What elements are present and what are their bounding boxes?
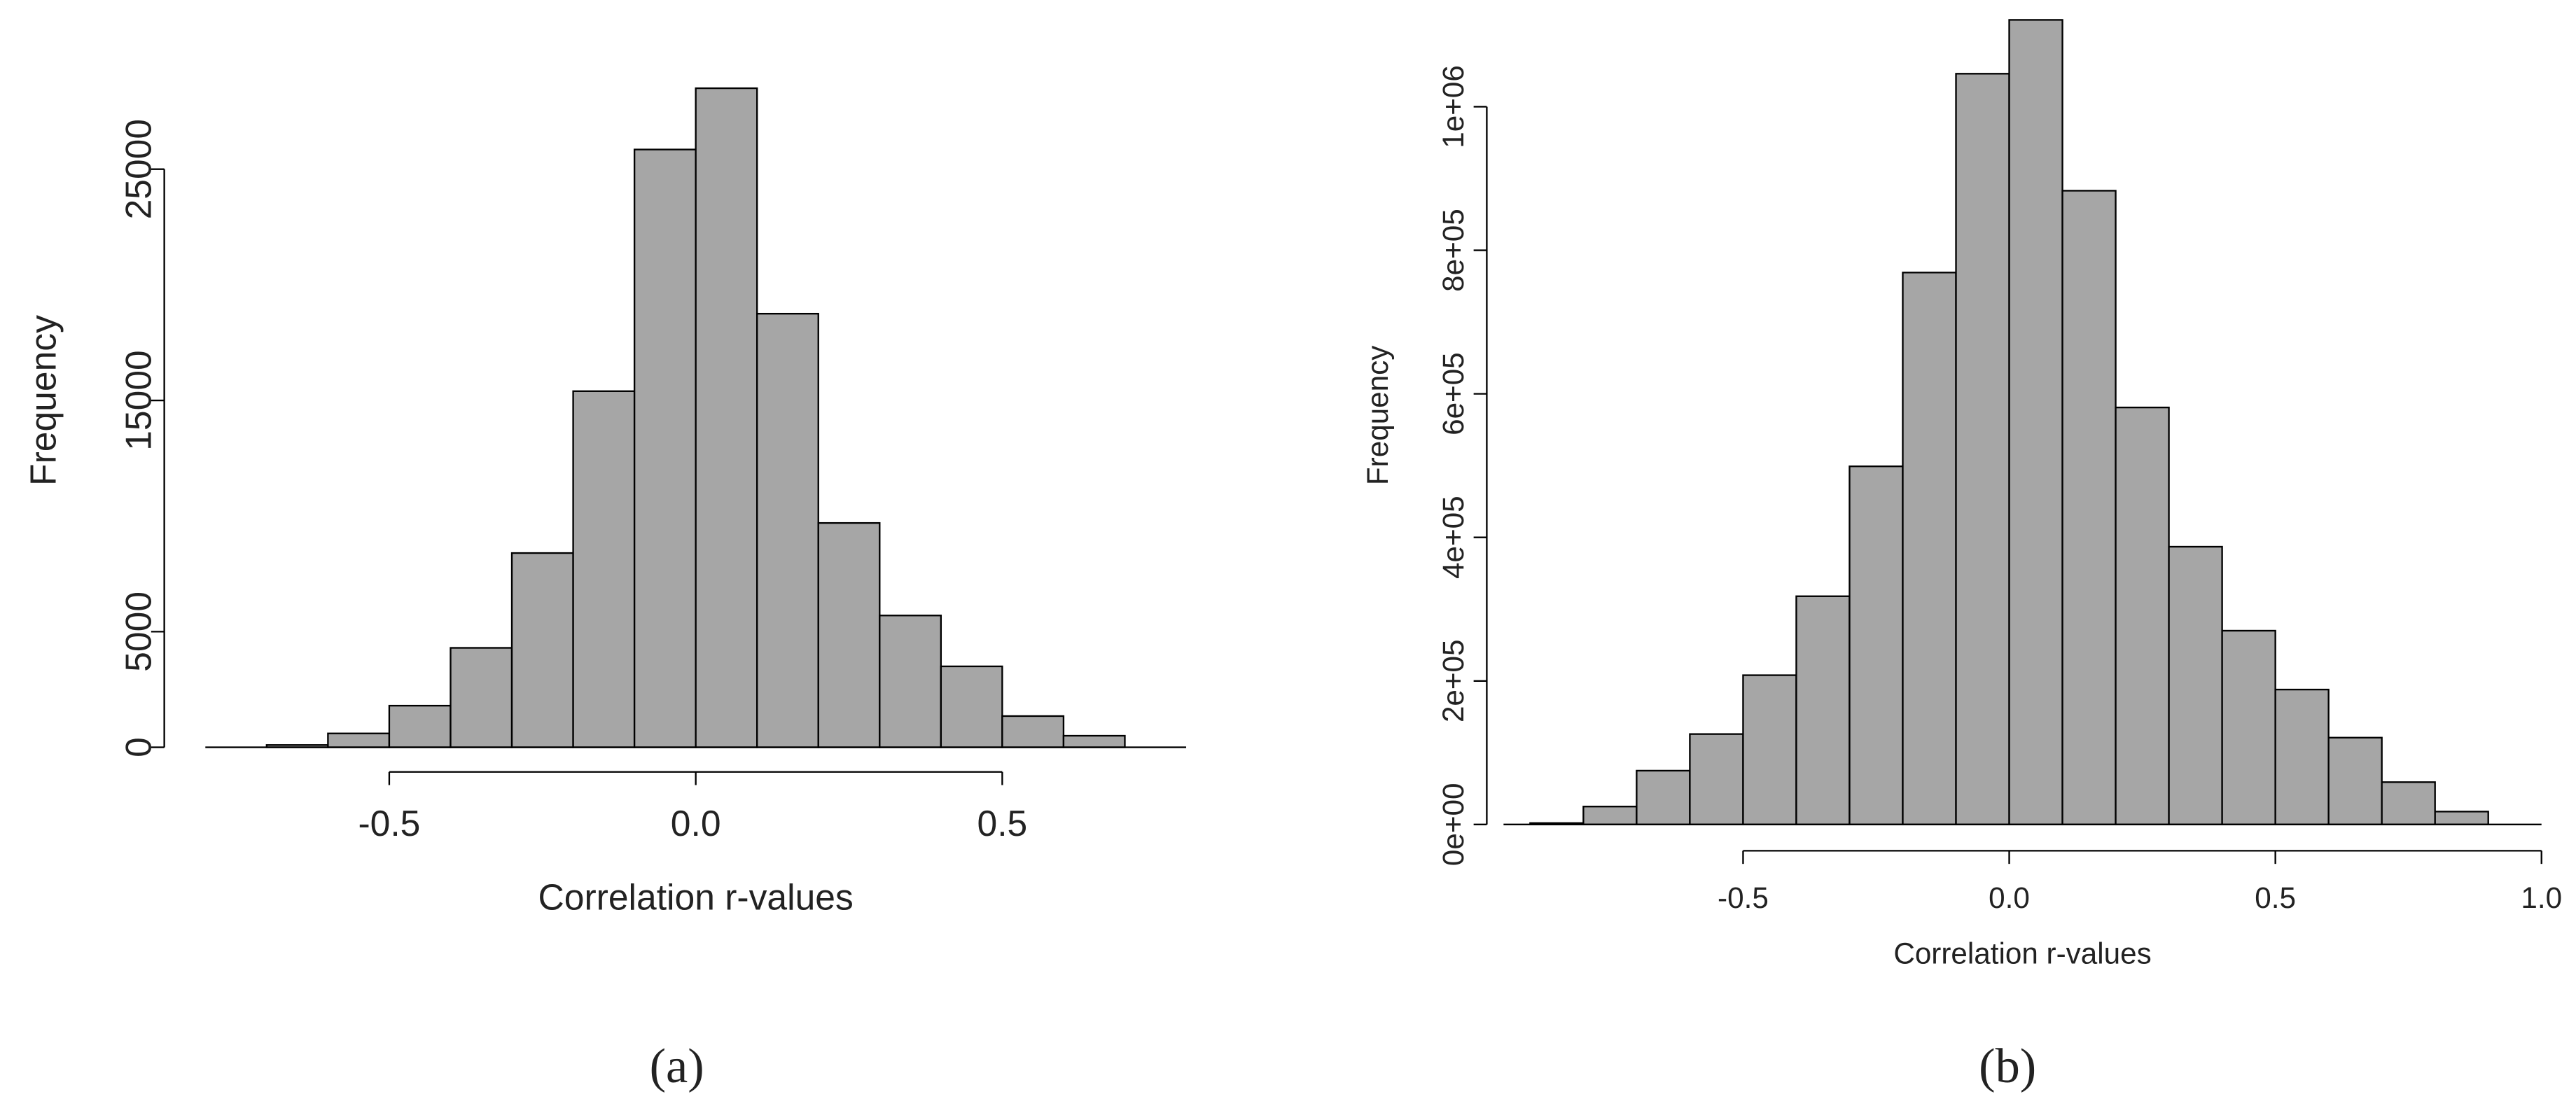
bar (879, 615, 942, 748)
caption: (b) (1979, 1039, 2036, 1093)
bar (2274, 688, 2330, 826)
bar (2221, 629, 2276, 826)
y-tick-label: 8e+05 (1437, 209, 1470, 292)
x-tick-label: 0.0 (1989, 881, 2030, 914)
y-axis-title: Frequency (22, 315, 63, 486)
x-axis-title: Correlation r-values (1893, 937, 2151, 970)
bar (2168, 545, 2223, 826)
bar (450, 647, 513, 748)
bar (756, 312, 819, 748)
bar (1582, 806, 1638, 826)
bar (817, 522, 881, 748)
bar (2115, 406, 2170, 826)
bar (1955, 73, 2010, 826)
y-tick-label: 6e+05 (1437, 352, 1470, 435)
bar (1001, 715, 1065, 748)
bar (388, 704, 452, 748)
y-tick-label: 4e+05 (1437, 496, 1470, 579)
y-tick-label: 1e+06 (1437, 65, 1470, 148)
y-tick-label: 2e+05 (1437, 639, 1470, 722)
x-tick-label: 0.5 (2255, 881, 2296, 914)
y-tick-label: 25000 (118, 119, 158, 220)
y-axis-title: Frequency (1361, 345, 1394, 485)
bar (2008, 19, 2063, 826)
bar (2327, 736, 2383, 826)
bar (1849, 465, 1904, 826)
bar (1742, 674, 1797, 826)
bar (695, 87, 758, 748)
y-tick-label: 5000 (118, 592, 158, 672)
bar (1689, 733, 1744, 826)
bar (2381, 781, 2436, 826)
x-tick-label: -0.5 (358, 803, 420, 844)
bar (633, 148, 697, 748)
bar (2434, 811, 2489, 826)
bar (510, 552, 574, 748)
x-axis-title: Correlation r-values (538, 876, 853, 917)
bar (327, 732, 391, 748)
x-tick-label: 0.0 (671, 803, 721, 844)
bar (1636, 769, 1691, 826)
bar (2061, 190, 2117, 826)
bar (1902, 272, 1957, 826)
x-tick-label: 0.5 (977, 803, 1028, 844)
bar (572, 390, 636, 748)
bar (1062, 734, 1126, 748)
x-tick-label: 1.0 (2521, 881, 2562, 914)
bar (1795, 595, 1851, 826)
y-tick-label: 15000 (118, 350, 158, 451)
y-tick-label: 0 (118, 737, 158, 757)
bar (940, 665, 1003, 748)
y-tick-label: 0e+00 (1437, 783, 1470, 867)
x-tick-label: -0.5 (1718, 881, 1769, 914)
caption: (a) (650, 1039, 704, 1093)
